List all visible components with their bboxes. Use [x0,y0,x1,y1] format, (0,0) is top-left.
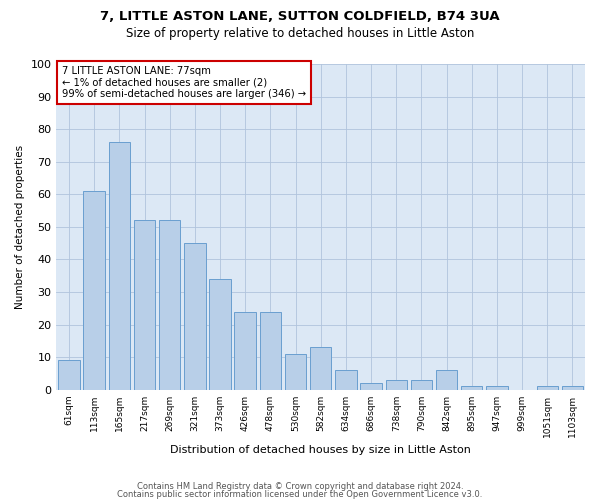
Bar [209,279,231,390]
Bar [260,312,281,390]
Bar [184,243,206,390]
Bar [386,380,407,390]
Bar [436,370,457,390]
Text: 7 LITTLE ASTON LANE: 77sqm
← 1% of detached houses are smaller (2)
99% of semi-d: 7 LITTLE ASTON LANE: 77sqm ← 1% of detac… [62,66,306,99]
Bar [310,348,331,390]
Bar [134,220,155,390]
Y-axis label: Number of detached properties: Number of detached properties [15,145,25,309]
Bar [159,220,181,390]
Bar [235,312,256,390]
Bar [285,354,306,390]
Text: Size of property relative to detached houses in Little Aston: Size of property relative to detached ho… [126,28,474,40]
Bar [361,383,382,390]
Bar [410,380,432,390]
Text: Contains public sector information licensed under the Open Government Licence v3: Contains public sector information licen… [118,490,482,499]
X-axis label: Distribution of detached houses by size in Little Aston: Distribution of detached houses by size … [170,445,471,455]
Bar [58,360,80,390]
Bar [461,386,482,390]
Bar [486,386,508,390]
Text: 7, LITTLE ASTON LANE, SUTTON COLDFIELD, B74 3UA: 7, LITTLE ASTON LANE, SUTTON COLDFIELD, … [100,10,500,23]
Bar [335,370,356,390]
Bar [109,142,130,390]
Bar [83,191,105,390]
Bar [536,386,558,390]
Text: Contains HM Land Registry data © Crown copyright and database right 2024.: Contains HM Land Registry data © Crown c… [137,482,463,491]
Bar [562,386,583,390]
